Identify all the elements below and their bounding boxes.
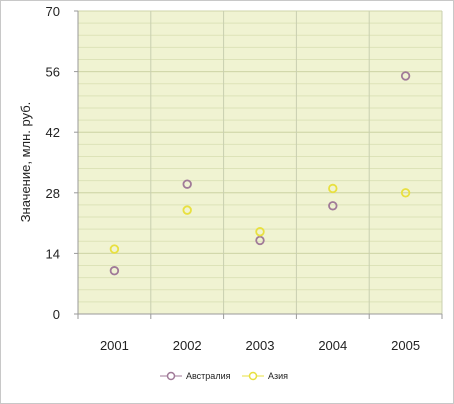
x-tick-label: 2001 bbox=[100, 338, 129, 353]
major-gridlines bbox=[78, 10, 442, 254]
x-tick-label: 2003 bbox=[246, 338, 275, 353]
data-point bbox=[400, 188, 411, 198]
data-point bbox=[109, 266, 120, 276]
y-tick-label: 56 bbox=[46, 65, 60, 80]
legend-label: Азия bbox=[268, 371, 288, 381]
legend-marker bbox=[166, 371, 176, 381]
data-point bbox=[328, 183, 338, 194]
data-point bbox=[328, 201, 338, 211]
x-tick-labels: 2001 2002 2003 2004 2005 bbox=[100, 338, 420, 353]
x-tick-label: 2004 bbox=[318, 338, 347, 353]
y-tick-label: 42 bbox=[46, 125, 60, 140]
data-points bbox=[109, 71, 411, 276]
y-tick-label: 70 bbox=[46, 4, 60, 19]
legend-label: Австралия bbox=[186, 371, 231, 381]
x-tick-label: 2002 bbox=[173, 338, 202, 353]
data-point bbox=[109, 244, 120, 254]
data-point bbox=[182, 205, 192, 215]
plot-area bbox=[78, 11, 442, 314]
axes bbox=[74, 10, 443, 319]
y-axis-label: Значение, млн. руб. bbox=[18, 102, 33, 223]
data-point bbox=[400, 71, 411, 81]
y-tick-label: 14 bbox=[46, 246, 60, 261]
category-gridlines bbox=[150, 11, 443, 314]
y-tick-labels: 0 14 28 42 56 70 bbox=[46, 4, 60, 322]
y-tick-label: 28 bbox=[46, 186, 60, 201]
y-tick-label: 0 bbox=[53, 307, 60, 322]
data-point bbox=[255, 227, 265, 237]
x-tick-label: 2005 bbox=[391, 338, 420, 353]
legend: Австралия Азия bbox=[160, 371, 288, 381]
legend-marker bbox=[248, 371, 258, 381]
data-point bbox=[255, 235, 265, 246]
data-point bbox=[182, 179, 192, 189]
